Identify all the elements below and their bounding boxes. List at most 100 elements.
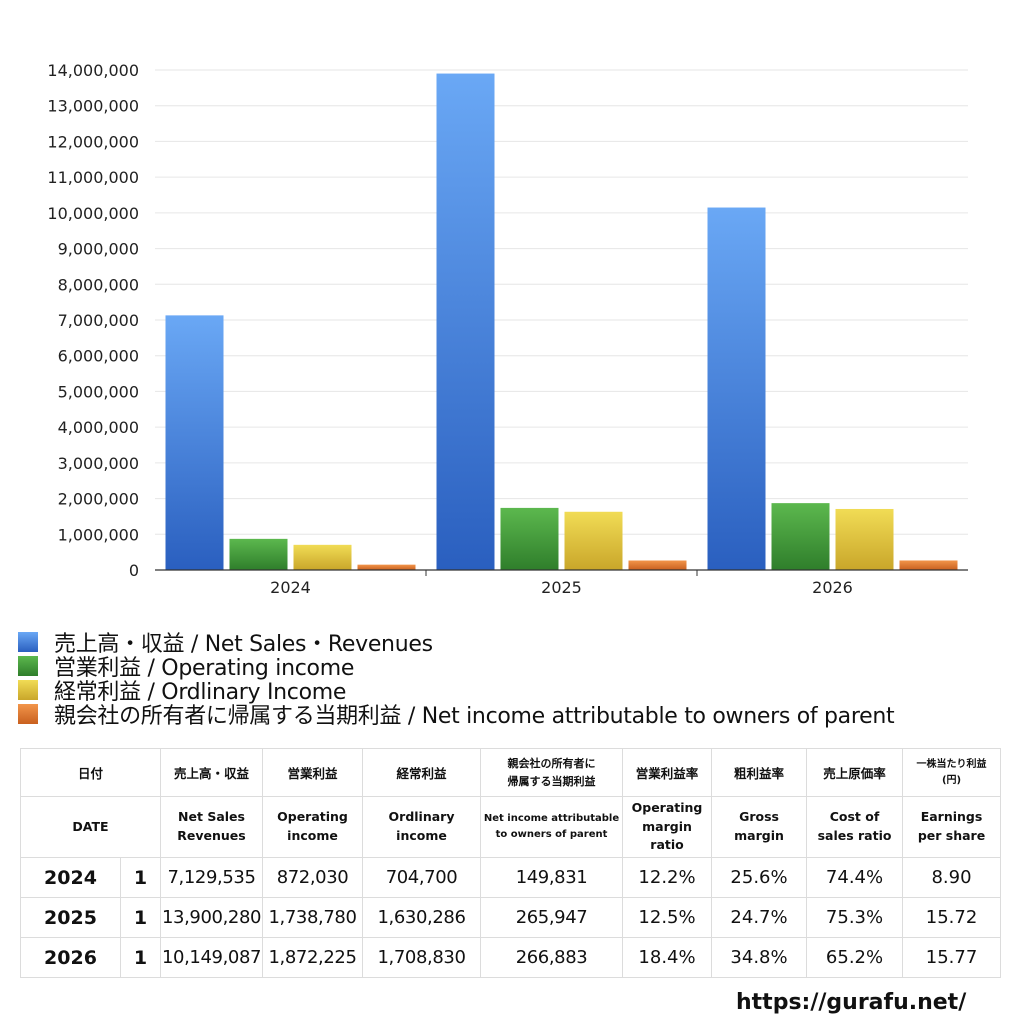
y-tick-label: 11,000,000 [47,168,139,187]
bar-net-income-2026 [899,560,958,570]
header-line: Gross [739,809,779,825]
legend-label: 経常利益 / Ordlinary Income [54,680,347,705]
y-tick-label: 8,000,000 [58,275,139,294]
legend-label: 親会社の所有者に帰属する当期利益 / Net income attributab… [54,704,895,729]
bar-operating-income-2025 [500,507,559,570]
cell-eps: 15.77 [902,937,1002,978]
bar-net-income-2024 [357,564,416,570]
cell-cost-ratio: 75.3% [806,897,904,938]
y-tick-label: 13,000,000 [47,97,139,116]
cell-sales: 7,129,535 [160,857,264,898]
site-url: https://gurafu.net/ [736,990,967,1015]
table-header-en: DATE Net Sales Revenues Operating income O… [19,796,1002,858]
header-net-income-en: Net income attributable to owners of pare… [480,796,624,858]
header-eps-jp: 一株当たり利益 (円) [902,748,1002,797]
cell-quarter: 1 [119,897,162,938]
cell-op-margin: 18.4% [622,937,713,978]
cell-sales: 10,149,087 [160,937,264,978]
legend-label: 営業利益 / Operating income [54,656,355,681]
header-cost-ratio-jp: 売上原価率 [806,748,904,797]
y-tick-label: 6,000,000 [58,347,139,366]
cell-op-margin: 12.5% [622,897,713,938]
legend-swatch [18,632,38,652]
cell-year: 2024 [20,857,121,898]
x-tick-label: 2025 [541,578,582,597]
header-line: to owners of parent [495,829,608,840]
cell-eps: 15.72 [902,897,1002,938]
header-gross-margin-jp: 粗利益率 [711,748,808,797]
y-tick-label: 4,000,000 [58,418,139,437]
header-line: income [396,828,447,843]
cell-gross-margin: 25.6% [711,857,808,898]
header-net-income-jp: 親会社の所有者に 帰属する当期利益 [480,748,624,797]
cell-op-margin: 12.2% [622,857,713,898]
header-sales-en: Net Sales Revenues [160,796,264,858]
cell-year: 2026 [20,937,121,978]
header-operating-en: Operating income [262,796,364,858]
bar-operating-income-2026 [771,503,830,570]
header-line: ratio [650,837,684,853]
header-line: margin [642,818,692,834]
header-sales-jp: 売上高・収益 [160,748,264,797]
y-tick-label: 10,000,000 [47,204,139,223]
cell-cost-ratio: 74.4% [806,857,904,898]
cell-net-income: 266,883 [480,937,624,978]
y-tick-label: 5,000,000 [58,382,139,401]
header-date-en: DATE [19,796,162,858]
header-ordinary-en: Ordlinary income [362,796,482,858]
header-line: income [287,828,338,843]
legend-item-operating-income: 営業利益 / Operating income [18,654,1018,681]
legend-swatch [18,680,38,700]
bars [165,73,958,571]
header-line: sales ratio [817,828,892,843]
y-axis-ticks: 0 1,000,000 2,000,000 3,000,000 4,000,000 5,0… [47,61,139,580]
header-line: 親会社の所有者に [507,756,596,770]
table-row: 2024 1 7,129,535 872,030 704,700 149,831… [20,857,1002,898]
x-tick-label: 2024 [270,578,311,597]
header-operating-jp: 営業利益 [262,748,364,797]
legend-label: 売上高・収益 / Net Sales・Revenues [54,632,433,657]
y-tick-label: 9,000,000 [58,240,139,259]
header-date-jp: 日付 [19,748,162,797]
cell-operating: 1,872,225 [262,937,364,978]
header-line: Earnings [920,809,983,825]
cell-cost-ratio: 65.2% [806,937,904,978]
header-line: Ordlinary [388,809,455,825]
legend-item-net-sales: 売上高・収益 / Net Sales・Revenues [18,630,1018,657]
header-line: Operating [631,799,703,815]
legend-item-net-income: 親会社の所有者に帰属する当期利益 / Net income attributab… [18,702,1018,729]
y-tick-label: 0 [129,561,139,580]
cell-net-income: 265,947 [480,897,624,938]
y-tick-label: 12,000,000 [47,132,139,151]
bar-net-sales-2026 [707,207,766,571]
header-gross-margin-en: Gross margin [711,796,808,858]
bar-ordinary-income-2024 [293,544,352,570]
header-line: per share [917,828,986,843]
table-header-jp: 日付 売上高・収益 営業利益 経常利益 親会社の所有者に 帰属する当期利益 営業利… [19,748,1002,797]
legend: 売上高・収益 / Net Sales・Revenues 営業利益 / Opera… [18,630,1018,729]
header-line: Revenues [177,828,246,843]
cell-sales: 13,900,280 [160,897,264,938]
header-eps-en: Earnings per share [902,796,1002,858]
cell-year: 2025 [20,897,121,938]
bar-net-sales-2024 [165,315,224,570]
table-row: 2026 1 10,149,087 1,872,225 1,708,830 26… [20,937,1002,978]
cell-operating: 1,738,780 [262,897,364,938]
cell-gross-margin: 24.7% [711,897,808,938]
x-tick-label: 2026 [812,578,853,597]
grid-lines [155,69,968,535]
cell-eps: 8.90 [902,857,1002,898]
header-ordinary-jp: 経常利益 [362,748,482,797]
header-line: 帰属する当期利益 [507,774,596,788]
header-op-margin-jp: 営業利益率 [622,748,713,797]
legend-swatch [18,656,38,676]
header-line: Operating [277,809,348,825]
y-tick-label: 14,000,000 [47,61,139,80]
header-line: (円) [941,774,962,786]
cell-ordinary: 704,700 [362,857,482,898]
y-tick-label: 7,000,000 [58,311,139,330]
bar-operating-income-2024 [229,538,288,570]
header-line: Net Sales [178,809,245,825]
cell-operating: 872,030 [262,857,364,898]
header-op-margin-en: Operating margin ratio [622,796,713,858]
